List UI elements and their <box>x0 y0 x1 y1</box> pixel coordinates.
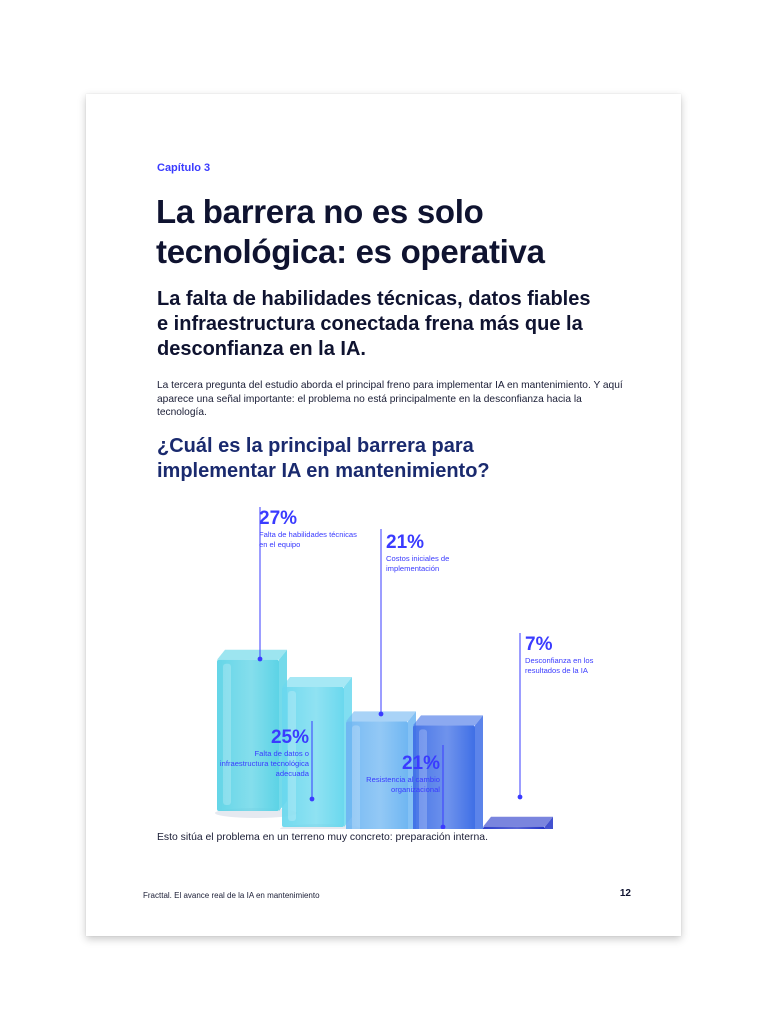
bar-front-face <box>217 659 279 811</box>
bar-highlight <box>419 729 427 829</box>
category-label: Resistencia al cambio organizacional <box>366 775 440 794</box>
label-costos: 21% Costos iniciales de implementación <box>386 532 486 574</box>
intro-paragraph: La tercera pregunta del estudio aborda e… <box>157 380 623 418</box>
bar-top-face <box>217 649 287 660</box>
category-label: Costos iniciales de implementación <box>386 554 450 573</box>
page-number: 12 <box>619 888 631 899</box>
value-label: 21% <box>386 532 425 553</box>
closing-paragraph: Esto sitúa el problema en un terreno muy… <box>157 832 488 843</box>
bar-front-face <box>413 725 475 829</box>
footer-text: Fracttal. El avance real de la IA en man… <box>143 891 320 900</box>
bar-top-face <box>483 816 553 827</box>
page-subtitle: La falta de habilidades técnicas, datos … <box>157 288 591 360</box>
bar <box>483 816 553 829</box>
barrier-chart-svg <box>215 507 553 829</box>
value-label: 25% <box>270 727 309 748</box>
bar-highlight <box>352 725 360 829</box>
leader-dot <box>378 711 384 717</box>
document-page: Capítulo 3 La barrera no es solo tecnoló… <box>86 94 681 936</box>
value-label: 21% <box>401 753 440 774</box>
page-title: La barrera no es solo tecnológica: es op… <box>156 193 545 270</box>
label-habilidades: 27% Falta de habilidades técnicas en el … <box>259 508 359 550</box>
value-label: 7% <box>525 634 553 655</box>
category-label: Desconfianza en los resultados de la IA <box>525 656 594 675</box>
bar-highlight <box>223 663 231 805</box>
category-label: Falta de datos o infraestructura tecnoló… <box>219 749 309 778</box>
bar-highlight <box>288 691 296 821</box>
leader-dot <box>517 794 523 800</box>
bar-top-face <box>413 715 483 726</box>
label-datos: 25% Falta de datos o infraestructura tec… <box>203 727 309 779</box>
value-label: 27% <box>259 508 298 529</box>
bar-front-face <box>282 687 344 827</box>
category-label: Falta de habilidades técnicas en el equi… <box>259 530 357 549</box>
chapter-label: Capítulo 3 <box>157 162 211 174</box>
bar-side-face <box>475 715 483 829</box>
survey-question: ¿Cuál es la principal barrera para imple… <box>157 435 490 482</box>
barrier-chart: 27% Falta de habilidades técnicas en el … <box>86 499 681 829</box>
bar <box>413 715 483 829</box>
leader-dot <box>257 656 263 662</box>
bar-front-face <box>483 826 545 829</box>
leader-dot <box>309 796 315 802</box>
bar-side-face <box>545 816 553 829</box>
label-desconfianza: 7% Desconfianza en los resultados de la … <box>525 634 625 676</box>
bar-top-face <box>346 711 416 722</box>
leader-dot <box>440 824 446 829</box>
bar <box>215 649 297 818</box>
label-resistencia: 21% Resistencia al cambio organizacional <box>336 753 440 795</box>
bar-top-face <box>282 677 352 687</box>
bar-front-face <box>346 721 408 829</box>
